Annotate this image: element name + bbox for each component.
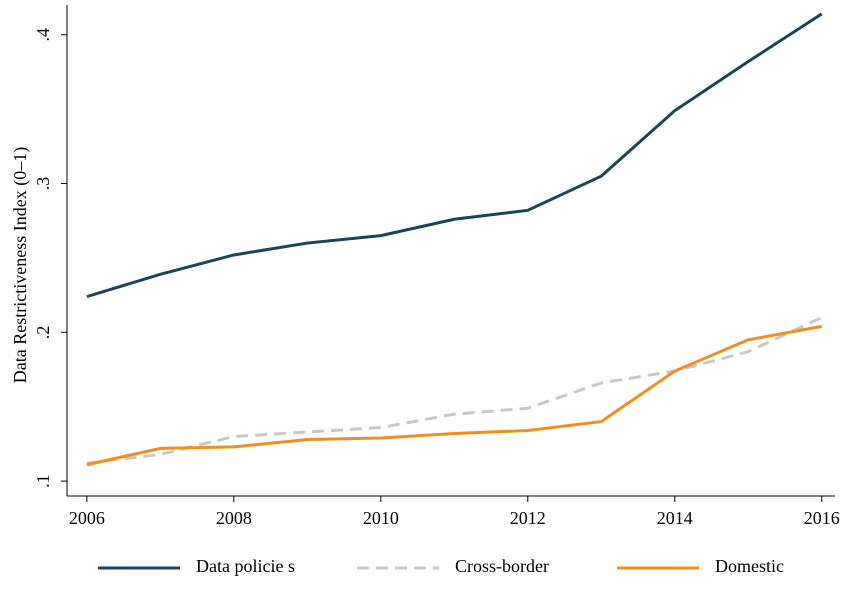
legend-label: Data policie s — [196, 556, 295, 576]
legend-label: Domestic — [715, 556, 784, 576]
x-tick-label: 2012 — [510, 508, 546, 528]
x-tick-label: 2010 — [363, 508, 399, 528]
legend-label: Cross-border — [455, 556, 549, 576]
y-axis-label: Data Restrictiveness Index (0–1) — [10, 147, 31, 383]
x-tick-label: 2016 — [804, 508, 840, 528]
line-series — [86, 324, 823, 467]
line-series — [86, 316, 823, 465]
x-tick-label: 2006 — [69, 508, 105, 528]
y-tick-label: .1 — [33, 474, 53, 488]
line-series — [86, 12, 823, 299]
x-tick-label: 2014 — [657, 508, 693, 528]
y-tick-label: .2 — [33, 326, 53, 340]
x-tick-label: 2008 — [216, 508, 252, 528]
y-tick-label: .4 — [33, 28, 53, 42]
y-tick-label: .3 — [33, 177, 53, 191]
